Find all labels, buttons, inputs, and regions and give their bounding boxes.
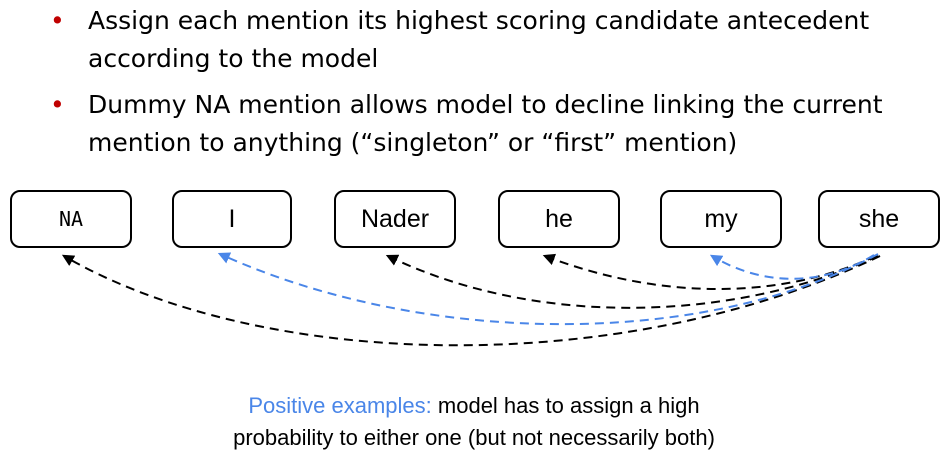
arrow-she-to-i-positive bbox=[217, 252, 879, 326]
bullet-item-dummy-na: • Dummy NA mention allows model to decli… bbox=[40, 86, 940, 162]
bullet-line-2: mention to anything (“singleton” or “fir… bbox=[88, 128, 738, 157]
caption-text: model has to assign a high bbox=[431, 393, 700, 418]
bullet-line-1: Assign each mention its highest scoring … bbox=[88, 6, 870, 35]
arrow-she-to-my-positive bbox=[709, 254, 875, 280]
mention-box-i: I bbox=[172, 190, 292, 248]
arrow-she-to-he bbox=[542, 253, 877, 290]
arrow-she-to-nader bbox=[385, 254, 879, 309]
bullet-line-2: according to the model bbox=[88, 44, 379, 73]
arrow-she-to-na bbox=[61, 254, 881, 347]
mention-box-na: NA bbox=[10, 190, 132, 248]
caption-line-1: Positive examples: model has to assign a… bbox=[0, 390, 948, 422]
bullet-line-1: Dummy NA mention allows model to decline… bbox=[88, 90, 883, 119]
mention-box-he: he bbox=[498, 190, 620, 248]
caption-line-2: probability to either one (but not neces… bbox=[233, 425, 715, 450]
mention-box-nader: Nader bbox=[334, 190, 456, 248]
bullet-dot-icon: • bbox=[50, 90, 65, 119]
mention-box-my: my bbox=[660, 190, 782, 248]
positive-examples-label: Positive examples: bbox=[248, 393, 432, 418]
bullet-dot-icon: • bbox=[50, 6, 65, 35]
bullet-item-assign: • Assign each mention its highest scorin… bbox=[40, 2, 940, 78]
bullet-list: • Assign each mention its highest scorin… bbox=[40, 2, 940, 162]
caption: Positive examples: model has to assign a… bbox=[0, 390, 948, 454]
mention-box-she: she bbox=[818, 190, 940, 248]
